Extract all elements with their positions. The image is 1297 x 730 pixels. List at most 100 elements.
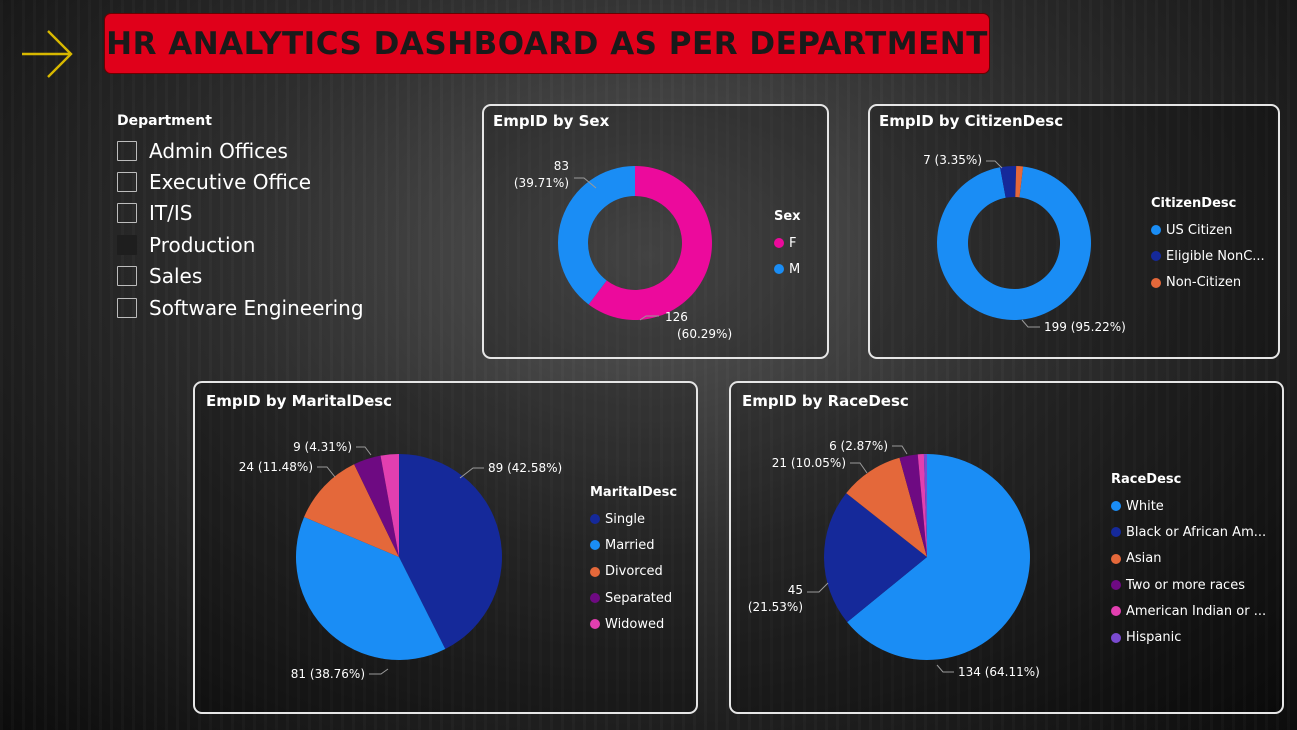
- legend-label: Widowed: [605, 616, 665, 632]
- pie-slice-hispanic[interactable]: [923, 454, 927, 557]
- pie-slice-divorced[interactable]: [304, 464, 399, 557]
- pie-slice-white[interactable]: [847, 454, 1030, 660]
- legend-item[interactable]: Widowed: [590, 611, 677, 637]
- legend-label: Two or more races: [1126, 577, 1245, 593]
- data-label: 9 (4.31%): [293, 440, 352, 454]
- slicer-item-sales[interactable]: Sales: [117, 261, 417, 292]
- legend-label: Black or African Am...: [1126, 524, 1267, 540]
- legend-title: MaritalDesc: [590, 485, 678, 500]
- data-label: 6 (2.87%): [829, 439, 888, 453]
- data-label: 83: [554, 159, 569, 173]
- pie-slice-us-citizen[interactable]: [937, 166, 1091, 320]
- legend-dot: [590, 566, 600, 577]
- leader-line: [1021, 319, 1040, 328]
- legend-dot: [1111, 527, 1121, 538]
- checkbox[interactable]: [117, 203, 137, 224]
- data-label: 81 (38.76%): [291, 667, 365, 681]
- pie-slice-eligible-noncitizen[interactable]: [1000, 166, 1017, 198]
- chart-panel-citizen[interactable]: 7 (3.35%) 199 (95.22%) EmpID by CitizenDe…: [868, 104, 1280, 359]
- legend-dot: [590, 514, 600, 525]
- legend-dot: [590, 540, 600, 551]
- legend-label: Hispanic: [1126, 630, 1182, 646]
- slicer-item-label: Production: [149, 232, 256, 257]
- legend-title: RaceDesc: [1111, 472, 1182, 487]
- slicer-item-it-is[interactable]: IT/IS: [117, 198, 417, 229]
- slicer-title: Department: [117, 113, 212, 129]
- checkbox-selected[interactable]: [117, 234, 137, 255]
- legend-label: Divorced: [605, 564, 663, 580]
- leader-line: [936, 664, 954, 673]
- checkbox[interactable]: [117, 172, 137, 193]
- chart-panel-race[interactable]: 134 (64.11%) 45 (21.53%) 21 (10.05%) 6 (2.87…: [729, 381, 1284, 714]
- legend-label: Eligible NonC...: [1166, 248, 1265, 264]
- data-label: 7 (3.35%): [923, 153, 982, 167]
- data-label: 21 (10.05%): [772, 456, 846, 470]
- leader-line: [892, 445, 908, 455]
- pie-slice-married[interactable]: [296, 517, 446, 660]
- legend-item[interactable]: F: [774, 230, 801, 256]
- slicer-item-production[interactable]: Production: [117, 229, 417, 260]
- data-label: 45: [788, 583, 803, 597]
- legend-item[interactable]: Non-Citizen: [1151, 270, 1265, 296]
- legend-item[interactable]: American Indian or ...: [1111, 598, 1266, 624]
- pie-slice-asian[interactable]: [846, 457, 927, 557]
- legend-dot: [1151, 277, 1161, 288]
- legend-item[interactable]: Two or more races: [1111, 572, 1266, 598]
- legend-dot: [1111, 606, 1121, 617]
- leader-line: [356, 446, 372, 456]
- dashboard-title-banner: HR ANALYTICS DASHBOARD AS PER DEPARTMENT: [104, 13, 990, 74]
- data-label: 134 (64.11%): [958, 665, 1040, 679]
- legend-title: CitizenDesc: [1151, 196, 1237, 211]
- chart-title: EmpID by CitizenDesc: [879, 112, 1064, 130]
- legend-label: Asian: [1126, 551, 1162, 567]
- legend-item[interactable]: Divorced: [590, 559, 677, 585]
- pie-slice-american-indian[interactable]: [917, 454, 927, 557]
- legend-item[interactable]: M: [774, 256, 801, 282]
- legend-dot: [1111, 553, 1121, 564]
- pie-slice-separated[interactable]: [354, 455, 399, 557]
- data-label: 24 (11.48%): [239, 460, 313, 474]
- legend-item[interactable]: US Citizen: [1151, 217, 1265, 243]
- legend-item[interactable]: Eligible NonC...: [1151, 243, 1265, 269]
- legend-dot: [1151, 225, 1161, 236]
- data-label: (21.53%): [748, 600, 803, 614]
- legend-label: US Citizen: [1166, 222, 1233, 238]
- sex-donut-chart: 83 (39.71%) 126 (60.29%): [514, 159, 732, 341]
- slicer-item-software-engineering[interactable]: Software Engineering: [117, 292, 417, 323]
- checkbox[interactable]: [117, 266, 137, 287]
- legend-item[interactable]: Hispanic: [1111, 624, 1266, 650]
- slicer-item-label: Executive Office: [149, 170, 312, 195]
- legend-label: Separated: [605, 590, 673, 606]
- legend-item[interactable]: Black or African Am...: [1111, 519, 1266, 545]
- legend-dot: [1111, 632, 1121, 643]
- arrow-right-icon: [22, 30, 73, 78]
- chart-panel-sex[interactable]: 83 (39.71%) 126 (60.29%) EmpID by Sex Sex F…: [482, 104, 829, 359]
- legend-item[interactable]: Married: [590, 532, 677, 558]
- legend-item[interactable]: Separated: [590, 585, 677, 611]
- legend-dot: [590, 593, 600, 604]
- chart-title: EmpID by RaceDesc: [742, 392, 909, 410]
- checkbox[interactable]: [117, 140, 137, 161]
- checkbox[interactable]: [117, 297, 137, 318]
- legend-dot: [1151, 251, 1161, 262]
- slicer-item-label: Sales: [149, 264, 203, 289]
- slicer-item-executive-office[interactable]: Executive Office: [117, 166, 417, 197]
- data-label: 89 (42.58%): [488, 461, 562, 475]
- legend-item[interactable]: Asian: [1111, 546, 1266, 572]
- pie-slice-single[interactable]: [399, 454, 502, 650]
- leader-line: [317, 466, 336, 478]
- pie-slice-f[interactable]: [588, 166, 712, 320]
- pie-slice-two-or-more[interactable]: [899, 454, 927, 557]
- pie-slice-widowed[interactable]: [380, 454, 399, 557]
- chart-legend: MaritalDesc Single Married Divorced Sepa…: [590, 485, 677, 637]
- chart-panel-marital[interactable]: 89 (42.58%) 81 (38.76%) 24 (11.48%) 9 (4.31…: [193, 381, 698, 714]
- pie-slice-non-citizen[interactable]: [1015, 166, 1024, 198]
- slicer-item-admin-offices[interactable]: Admin Offices: [117, 135, 417, 166]
- pie-slice-black[interactable]: [824, 493, 927, 623]
- legend-item[interactable]: Single: [590, 506, 677, 532]
- pie-slice-m[interactable]: [558, 166, 635, 305]
- dashboard-title: HR ANALYTICS DASHBOARD AS PER DEPARTMENT: [106, 25, 988, 62]
- slicer-item-label: Admin Offices: [149, 138, 288, 163]
- legend-item[interactable]: White: [1111, 493, 1266, 519]
- legend-dot: [1111, 501, 1121, 512]
